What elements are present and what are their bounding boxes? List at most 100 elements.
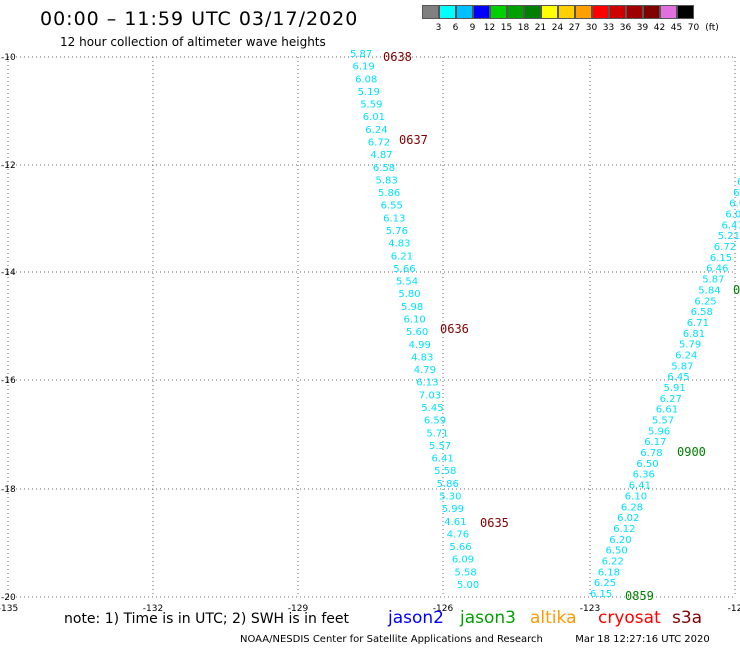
wave-height-value: 6.24	[675, 351, 697, 362]
wave-height-value: 5.71	[426, 428, 448, 439]
color-swatch	[677, 5, 694, 19]
wave-height-value: 6.61	[656, 405, 678, 416]
color-swatch	[558, 5, 575, 19]
footnote: note: 1) Time is in UTC; 2) SWH is in fe…	[64, 611, 350, 627]
latitude-label: -16	[1, 376, 16, 386]
pass-time-label: 0	[733, 283, 740, 297]
wave-height-value: 6.15	[710, 253, 732, 264]
timestamp-text: Mar 18 12:27:16 UTC 2020	[575, 634, 710, 645]
color-scale-label: 9	[469, 23, 476, 33]
wave-height-value: 6.10	[404, 315, 426, 326]
wave-height-value: 6.09	[452, 555, 474, 566]
wave-height-value: 5.84	[698, 285, 720, 296]
wave-height-value: 6	[733, 188, 739, 199]
color-swatch	[626, 5, 643, 19]
wave-height-value: 6.46	[706, 264, 728, 275]
latitude-label: -12	[1, 161, 16, 171]
color-swatch	[609, 5, 626, 19]
wave-height-value: 5.54	[396, 277, 418, 288]
color-swatch	[575, 5, 592, 19]
map-axes: -10-12-14-16-18-20-135-132-129-126-123-1…	[0, 53, 740, 614]
color-swatch	[541, 5, 558, 19]
latitude-label: -10	[1, 53, 16, 63]
longitude-label: -126	[433, 604, 454, 614]
pass-time-label: 0637	[399, 133, 428, 147]
wave-height-value: 6.17	[644, 437, 666, 448]
map-title: 00:00 – 11:59 UTC 03/17/2020	[40, 8, 359, 30]
wave-height-value: 6.13	[416, 378, 438, 389]
legend-s3a: s3a	[672, 608, 703, 628]
wave-height-value: 5.80	[398, 289, 420, 300]
wave-height-value: 5.66	[449, 542, 471, 553]
longitude-label: -123	[580, 604, 600, 614]
color-swatch	[592, 5, 609, 19]
color-scale-label: 70	[687, 23, 700, 33]
wave-height-value: 5.59	[360, 100, 382, 111]
map-subtitle: 12 hour collection of altimeter wave hei…	[60, 35, 326, 49]
wave-height-value: 6.58	[373, 163, 395, 174]
color-scale-unit: (ft)	[705, 23, 719, 33]
wave-height-value: 6.81	[683, 329, 705, 340]
color-scale-label: 42	[653, 23, 666, 33]
longitude-label: -12	[728, 604, 740, 614]
wave-height-value: 4.87	[370, 150, 392, 161]
wave-height-value: 5.57	[429, 441, 451, 452]
wave-height-value: 5.21	[718, 231, 740, 242]
wave-height-value: 6.47	[722, 220, 740, 231]
wave-height-value: 5.87	[702, 275, 724, 286]
color-scale-label: 30	[585, 23, 598, 33]
wave-height-value: 6.72	[714, 242, 736, 253]
wave-height-value: 5.99	[442, 504, 464, 515]
wave-height-value: 6.08	[355, 74, 377, 85]
color-swatch	[643, 5, 660, 19]
wave-height-value: 5.96	[648, 426, 670, 437]
color-scale-label: 27	[568, 23, 581, 33]
wave-height-value: 4.76	[447, 529, 469, 540]
wave-height-value: 5.91	[664, 383, 686, 394]
color-swatch	[473, 5, 490, 19]
wave-height-value: 6.01	[363, 112, 385, 123]
color-swatch	[439, 5, 456, 19]
wave-height-value: 4.79	[414, 365, 436, 376]
wave-height-value: 6.41	[432, 454, 454, 465]
wave-height-value: 6.25	[594, 578, 616, 589]
latitude-label: -18	[1, 485, 16, 495]
legend-cryosat: cryosat	[598, 608, 661, 628]
wave-height-value: 6.22	[602, 557, 624, 568]
longitude-label: -129	[288, 604, 309, 614]
pass-time-label: 0635	[480, 516, 509, 530]
wave-height-value: 4.61	[444, 517, 466, 528]
wave-height-value: 6.10	[625, 491, 647, 502]
wave-height-value: 6.18	[598, 567, 620, 578]
color-scale-label: 39	[636, 23, 649, 33]
time-labels: 0638 0637 0636 0635 0900 0859 0	[383, 50, 740, 603]
wave-height-value: 6.55	[381, 201, 403, 212]
wave-height-value: 6.0	[725, 210, 740, 221]
wave-height-value: 6.0	[729, 199, 740, 210]
legend-jason2: jason2	[388, 608, 444, 628]
wave-height-value: 5.76	[386, 226, 408, 237]
wave-height-value: 5.87	[671, 361, 693, 372]
color-scale-label: 24	[551, 23, 564, 33]
wave-height-value: 5.19	[358, 87, 380, 98]
color-scale-label: 33	[602, 23, 615, 33]
color-scale-label: 15	[500, 23, 513, 33]
pass-time-label: 0636	[440, 322, 469, 336]
color-scale-label: 21	[534, 23, 547, 33]
legend-altika: altika	[530, 608, 577, 628]
color-swatch	[524, 5, 541, 19]
wave-height-value: 6.25	[694, 296, 716, 307]
color-swatch	[660, 5, 677, 19]
wave-height-value: 4.99	[409, 340, 431, 351]
color-scale-label: 3	[435, 23, 442, 33]
wave-height-value: 6.58	[691, 307, 713, 318]
color-scale-label: 12	[483, 23, 496, 33]
wave-height-value: 5.66	[393, 264, 415, 275]
color-swatch	[422, 5, 439, 19]
wave-height-value: 6.28	[621, 502, 643, 513]
wave-height-value: 6.78	[640, 448, 662, 459]
color-scale: 3 6 9 12 15 18 21 24 27 30 33 36 39 42 45 70 (ft)	[422, 5, 719, 33]
wave-height-value: 5.79	[679, 340, 701, 351]
longitude-label: -135	[0, 604, 18, 614]
